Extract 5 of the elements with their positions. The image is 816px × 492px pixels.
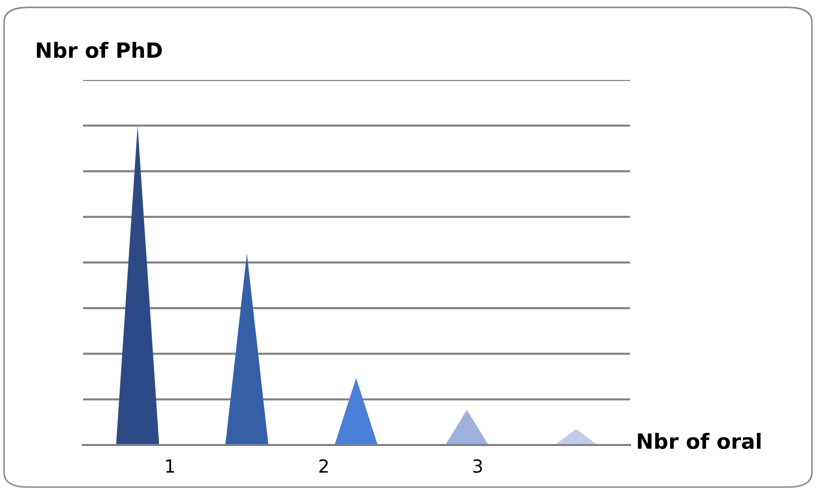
x-tick-label: 1 xyxy=(166,459,174,473)
x-tick-label: 3 xyxy=(473,459,482,473)
x-tick-label: 2 xyxy=(319,459,328,473)
x-axis-title: Nbr of oral xyxy=(638,432,761,450)
y-axis-title: Nbr of PhD xyxy=(36,42,162,58)
